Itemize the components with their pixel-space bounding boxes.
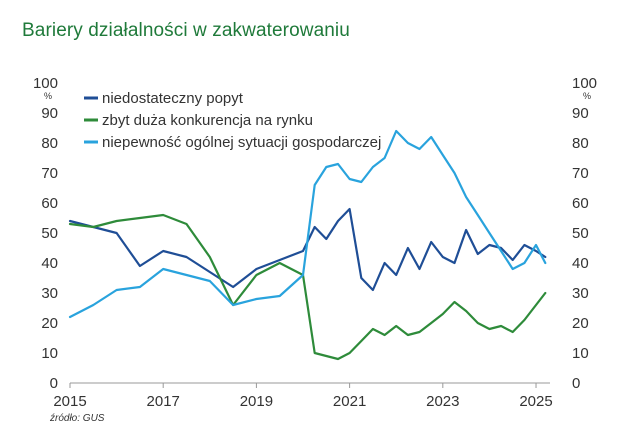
y-tick-label-right: 20 [572, 315, 589, 332]
y-unit-label-right: % [583, 91, 591, 101]
x-tick-label: 2023 [426, 393, 459, 410]
legend-label-2: zbyt duża konkurencja na rynku [102, 112, 313, 129]
chart-series-lines [68, 129, 547, 361]
y-tick-label-left: 100 [33, 75, 58, 92]
y-tick-label-left: 20 [41, 315, 58, 332]
y-tick-label-right: 30 [572, 285, 589, 302]
chart-axes: 0 0 10 10 20 20 30 30 40 40 50 50 60 60 70 70 80 80 90 90 10… [33, 75, 597, 410]
series-line-2 [68, 213, 547, 361]
legend-label-1: niedostateczny popyt [102, 90, 244, 107]
y-tick-label-left: 30 [41, 285, 58, 302]
source-note: źródło: GUS [50, 413, 105, 424]
x-tick-label: 2021 [333, 393, 366, 410]
x-tick-label: 2025 [519, 393, 552, 410]
y-tick-label-left: 90 [41, 105, 58, 122]
y-tick-label-left: 10 [41, 345, 58, 362]
y-tick-label-right: 0 [572, 375, 580, 392]
chart-legend: niedostateczny popyt zbyt duża konkurencj… [84, 90, 381, 151]
y-tick-label-left: 40 [41, 255, 58, 272]
series-line-3 [68, 129, 547, 319]
y-tick-label-right: 10 [572, 345, 589, 362]
y-tick-label-right: 100 [572, 75, 597, 92]
y-tick-label-left: 60 [41, 195, 58, 212]
y-tick-label-right: 80 [572, 135, 589, 152]
y-tick-label-right: 60 [572, 195, 589, 212]
y-tick-label-right: 70 [572, 165, 589, 182]
x-tick-label: 2017 [147, 393, 180, 410]
y-unit-label-left: % [44, 91, 52, 101]
y-tick-label-right: 90 [572, 105, 589, 122]
legend-label-3: niepewność ogólnej sytuacji gospodarczej [102, 134, 381, 151]
y-tick-label-left: 80 [41, 135, 58, 152]
y-tick-label-right: 40 [572, 255, 589, 272]
y-tick-label-left: 70 [41, 165, 58, 182]
x-tick-label: 2019 [240, 393, 273, 410]
x-tick-label: 2015 [53, 393, 86, 410]
y-tick-label-left: 0 [50, 375, 58, 392]
chart-title: Bariery działalności w zakwaterowaniu [22, 20, 350, 41]
series-line-1 [68, 207, 547, 292]
y-tick-label-right: 50 [572, 225, 589, 242]
y-tick-label-left: 50 [41, 225, 58, 242]
